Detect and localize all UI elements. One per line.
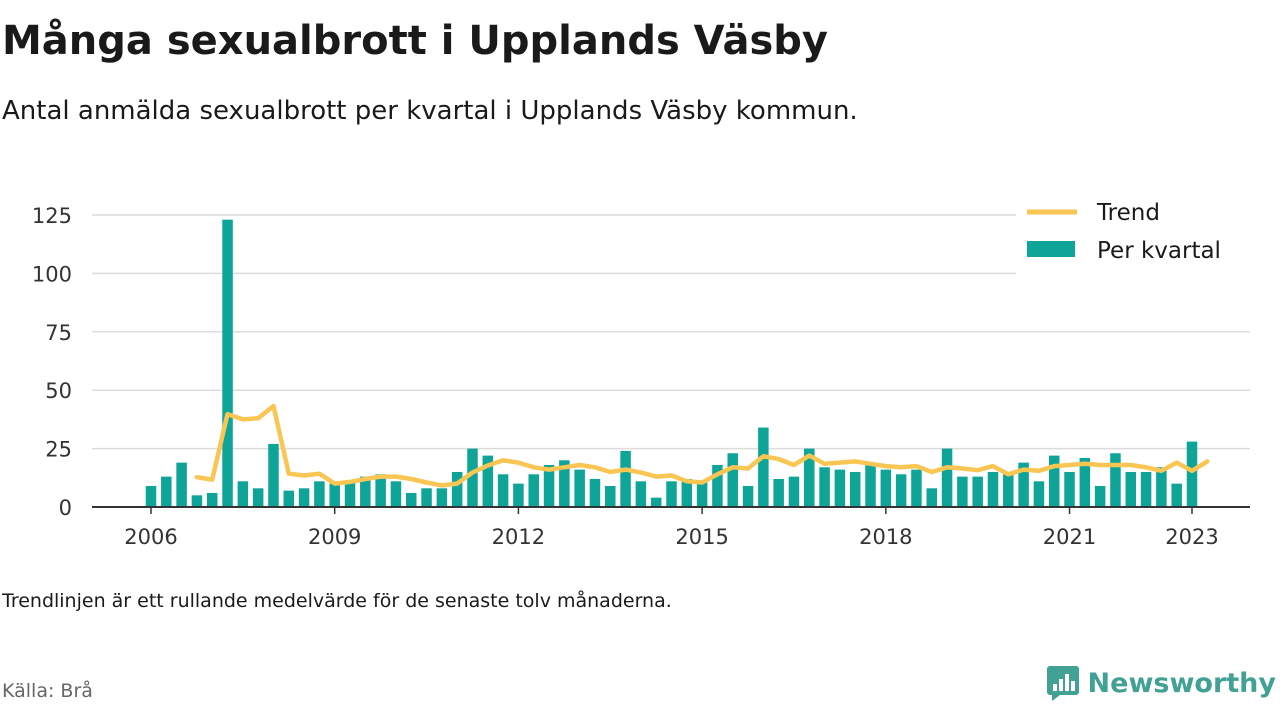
y-tick-label: 100: [32, 262, 72, 286]
legend-label-trend: Trend: [1096, 200, 1160, 226]
x-tick-label: 2023: [1165, 525, 1218, 549]
y-tick-label: 25: [45, 438, 72, 462]
bar: [344, 481, 356, 507]
x-tick-label: 2018: [859, 525, 912, 549]
legend-box: [1016, 196, 1250, 276]
bar: [1186, 441, 1198, 507]
bar: [1079, 457, 1091, 507]
bar: [406, 492, 417, 507]
bar: [436, 488, 448, 507]
bar: [252, 488, 264, 507]
bar: [497, 474, 509, 507]
bar: [176, 462, 187, 507]
bar: [911, 469, 922, 507]
legend-label-bars: Per kvartal: [1097, 238, 1221, 264]
brand-name: Newsworthy: [1087, 667, 1276, 699]
bar: [804, 448, 815, 507]
bar: [574, 469, 585, 507]
bar: [1018, 462, 1029, 507]
bar: [941, 448, 953, 507]
newsworthy-logo-icon: [1046, 666, 1079, 701]
bar: [620, 450, 631, 507]
bar: [1048, 455, 1060, 507]
bar: [145, 485, 157, 507]
bar: [926, 488, 937, 507]
bar: [528, 474, 539, 507]
bar: [742, 485, 754, 507]
x-tick-label: 2021: [1043, 525, 1096, 549]
x-tick-label: 2015: [675, 525, 728, 549]
bar: [329, 483, 340, 507]
bar: [712, 464, 723, 507]
bar: [589, 478, 601, 507]
bar: [1171, 483, 1182, 507]
bar: [467, 448, 478, 507]
legend-swatch-bars: [1027, 241, 1075, 257]
bar: [298, 488, 310, 507]
y-tick-label: 50: [45, 379, 72, 403]
bar: [283, 490, 295, 507]
trend-note: Trendlinjen är ett rullande medelvärde f…: [2, 590, 672, 612]
bar: [1110, 453, 1121, 507]
bar: [681, 478, 693, 507]
bar: [834, 469, 846, 507]
bar: [895, 474, 907, 507]
bar: [635, 481, 647, 507]
bar: [666, 481, 677, 507]
bar: [727, 453, 738, 507]
bar: [314, 481, 325, 507]
bar: [451, 471, 463, 507]
chart-title: Många sexualbrott i Upplands Väsby: [2, 18, 828, 64]
bar: [880, 469, 892, 507]
x-tick-label: 2009: [308, 525, 361, 549]
bar: [222, 219, 233, 507]
bar: [696, 481, 708, 507]
bar: [1003, 474, 1014, 507]
bar: [543, 464, 555, 507]
bar: [987, 471, 999, 507]
chart-subtitle: Antal anmälda sexualbrott per kvartal i …: [2, 96, 858, 126]
bar: [758, 427, 769, 507]
bar: [957, 476, 968, 507]
y-tick-label: 75: [45, 321, 72, 345]
bar: [1140, 471, 1152, 507]
bar: [1125, 471, 1137, 507]
bar: [972, 476, 983, 507]
bar: [788, 476, 800, 507]
bar: [1094, 485, 1106, 507]
bar: [605, 485, 616, 507]
bar: [865, 462, 876, 507]
bar: [206, 492, 218, 507]
bar: [773, 478, 784, 507]
bar: [650, 497, 662, 507]
bar: [268, 443, 279, 507]
bar: [161, 476, 172, 507]
bar: [482, 455, 494, 507]
bar: [390, 481, 402, 507]
x-tick-label: 2012: [492, 525, 545, 549]
source-label: Källa: Brå: [2, 680, 93, 702]
bar: [1064, 471, 1075, 507]
chart-area: 0 25 50 75 100 125 2006 2009 2012 2015 2018 2021 202…: [32, 196, 1250, 549]
bar: [360, 476, 371, 507]
trend-line: [194, 403, 1210, 488]
bar: [375, 474, 386, 507]
bar: [237, 481, 249, 507]
y-tick-label: 0: [59, 496, 72, 520]
bar: [1033, 481, 1045, 507]
bar: [559, 460, 570, 507]
brand[interactable]: Newsworthy: [1046, 664, 1276, 702]
x-tick-label: 2006: [124, 525, 177, 549]
bar: [191, 495, 203, 507]
bar: [849, 471, 861, 507]
bar: [819, 467, 830, 507]
y-tick-label: 125: [32, 204, 72, 228]
bar: [513, 483, 524, 507]
bar: [1156, 467, 1167, 507]
bar: [421, 488, 432, 507]
